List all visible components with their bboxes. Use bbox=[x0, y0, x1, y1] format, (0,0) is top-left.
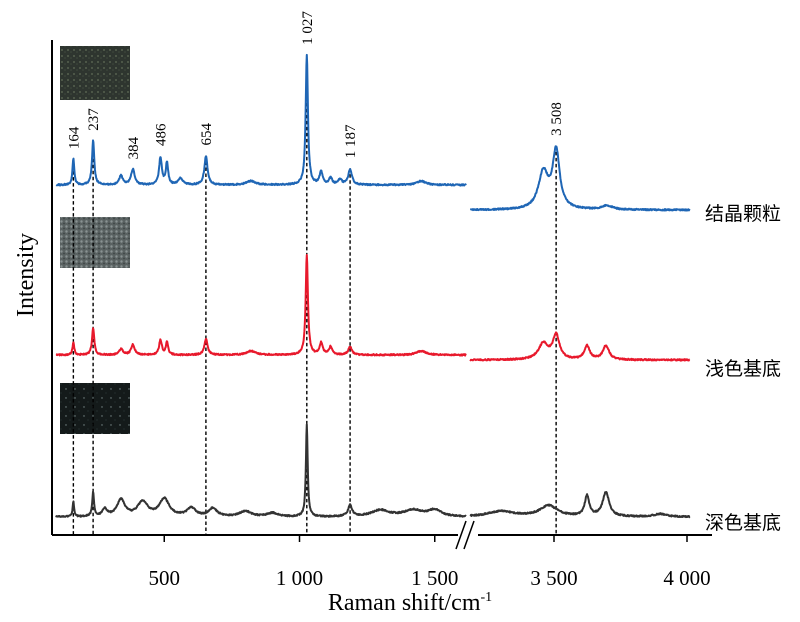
series-label: 结晶颗粒 bbox=[705, 203, 781, 225]
peak-label: 237 bbox=[86, 108, 102, 131]
peak-label: 654 bbox=[199, 123, 215, 146]
spectrum-line-3-segment-1 bbox=[55, 423, 467, 518]
series-label: 深色基底 bbox=[705, 512, 781, 534]
spectrum-line-2-segment-2 bbox=[469, 331, 691, 362]
x-tick-label: 1 000 bbox=[276, 566, 323, 590]
x-axis-title-sup: -1 bbox=[480, 590, 492, 605]
axis-break-mark bbox=[463, 520, 475, 550]
x-tick-label: 1 500 bbox=[411, 566, 458, 590]
peak-label: 3 508 bbox=[549, 102, 565, 136]
x-axis-title-text: Raman shift/cm bbox=[328, 590, 481, 616]
spectrum-line-1-segment-1 bbox=[55, 53, 467, 187]
peak-label: 384 bbox=[126, 136, 142, 159]
spectrum-line-3-segment-2 bbox=[469, 491, 691, 519]
y-axis-title: Intensity bbox=[13, 233, 39, 317]
x-tick-label: 500 bbox=[149, 566, 181, 590]
series-label: 浅色基底 bbox=[705, 358, 781, 380]
spectrum-line-1-segment-2 bbox=[469, 145, 691, 212]
x-tick-label: 3 500 bbox=[530, 566, 577, 590]
inset-image-light-matrix bbox=[60, 217, 130, 268]
peak-label: 486 bbox=[153, 123, 169, 146]
inset-image-crystal bbox=[60, 46, 130, 100]
peak-label: 1 187 bbox=[343, 124, 359, 158]
x-tick-label: 4 000 bbox=[663, 566, 710, 590]
inset-image-dark-matrix bbox=[60, 383, 130, 434]
x-axis-title: Raman shift/cm-1 bbox=[328, 590, 492, 616]
peak-label: 164 bbox=[66, 126, 82, 149]
peak-label: 1 027 bbox=[300, 11, 316, 45]
spectrum-line-2-segment-1 bbox=[55, 254, 467, 357]
axis-break-mark bbox=[455, 520, 467, 550]
